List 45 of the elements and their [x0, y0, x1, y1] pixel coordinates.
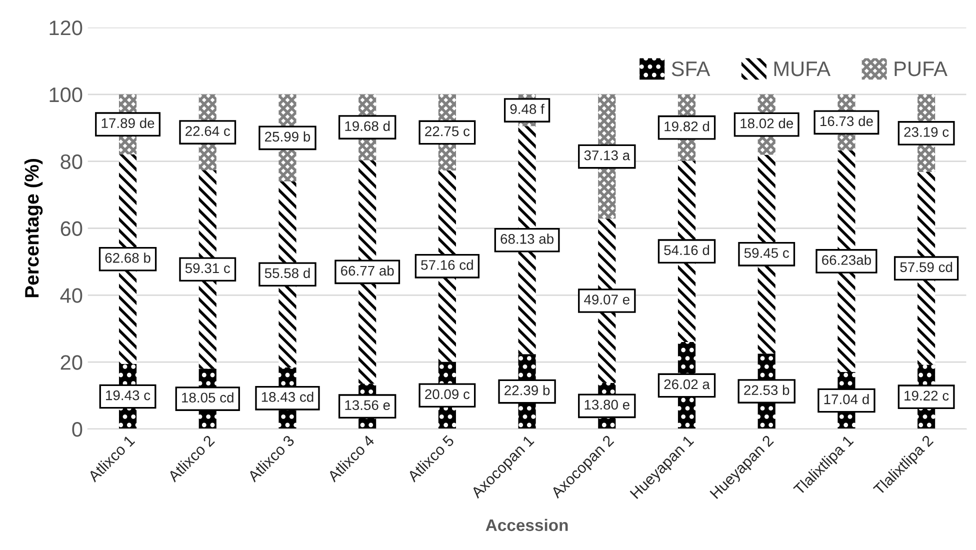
data-label: 55.58 d: [264, 268, 310, 278]
data-label: 59.31 c: [185, 263, 230, 274]
data-label: 18.02 de: [740, 118, 794, 128]
y-tick-label: 60: [60, 221, 82, 236]
data-label: 22.53 b: [744, 384, 790, 396]
y-tick-label: 120: [50, 20, 82, 36]
x-axis-title: Accession: [486, 518, 568, 532]
data-label: 13.80 e: [584, 400, 630, 410]
data-label: 68.13 ab: [500, 234, 554, 244]
data-label: 22.39 b: [504, 385, 550, 396]
data-label: 17.04 d: [824, 394, 869, 404]
data-label: 17.89 de: [102, 118, 154, 128]
y-tick-label: 100: [50, 87, 82, 102]
data-label: 22.64 c: [186, 126, 230, 136]
data-label: 57.59 cd: [900, 262, 952, 272]
data-label: 16.73 de: [820, 116, 873, 126]
data-label: 19.22 c: [904, 390, 949, 401]
data-label: 20.09 c: [425, 389, 470, 400]
data-label: 49.07 e: [584, 294, 630, 304]
data-label: 25.99 b: [265, 131, 310, 142]
data-label: 59.45 c: [744, 248, 790, 258]
data-label: 57.16 cd: [421, 260, 473, 270]
data-label: 62.68 b: [105, 252, 150, 263]
data-label: 19.68 d: [345, 120, 390, 132]
data-label: 26.02 a: [664, 379, 710, 390]
data-label: 19.82 d: [664, 121, 710, 132]
data-label: 19.43 c: [106, 390, 150, 400]
data-label: 18.05 cd: [182, 392, 234, 403]
data-label: 54.16 d: [664, 244, 710, 256]
y-tick-label: 40: [60, 288, 82, 303]
data-label: 18.43 cd: [262, 392, 314, 402]
data-label: 23.19 c: [904, 127, 949, 137]
data-label: 9.48 f: [510, 104, 544, 114]
data-label: 13.56 e: [345, 400, 390, 410]
data-label: 37.13 a: [584, 150, 630, 160]
y-tick-label: 20: [60, 355, 82, 370]
y-tick-label: 0: [72, 422, 82, 437]
legend-label: MUFA: [774, 62, 831, 76]
data-label: 66.77 ab: [341, 265, 394, 276]
data-label: 22.75 c: [425, 126, 470, 136]
y-axis-title: Percentage (%): [24, 158, 43, 298]
data-label: 66.23ab: [822, 254, 871, 265]
y-tick-label: 80: [60, 154, 82, 170]
legend-label: SFA: [672, 61, 710, 76]
legend-label: PUFA: [894, 62, 948, 76]
